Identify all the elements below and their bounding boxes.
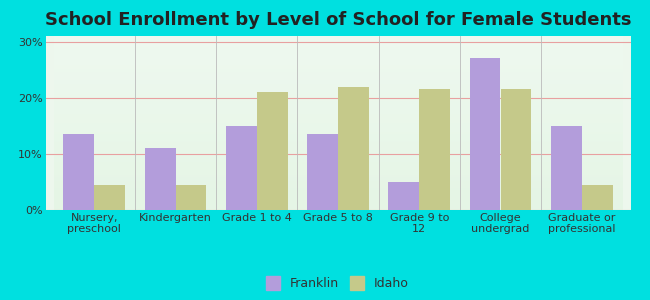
Bar xyxy=(226,126,257,210)
Bar xyxy=(419,89,450,210)
Title: School Enrollment by Level of School for Female Students: School Enrollment by Level of School for… xyxy=(45,11,631,29)
Bar xyxy=(551,126,582,210)
Bar xyxy=(389,182,419,210)
Bar xyxy=(64,134,94,210)
Bar xyxy=(257,92,287,210)
Bar xyxy=(307,134,338,210)
Bar xyxy=(582,185,612,210)
Legend: Franklin, Idaho: Franklin, Idaho xyxy=(263,274,413,294)
Bar xyxy=(500,89,532,210)
Bar xyxy=(176,185,207,210)
Bar xyxy=(144,148,176,210)
Bar xyxy=(338,86,369,210)
Bar xyxy=(94,185,125,210)
Bar xyxy=(469,58,501,210)
